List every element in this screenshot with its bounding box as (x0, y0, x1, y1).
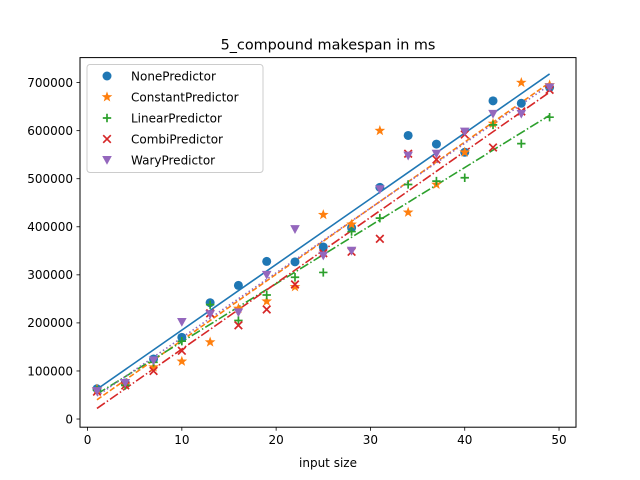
point-linearpredictor (432, 176, 441, 186)
point-warypredictor (92, 387, 102, 396)
point-nonepredictor (431, 139, 441, 149)
point-warypredictor (120, 378, 131, 388)
point-constantpredictor (176, 355, 188, 366)
point-constantpredictor (289, 281, 301, 292)
point-combipredictor (375, 234, 385, 244)
legend-marker-warypredictor (102, 156, 112, 165)
point-constantpredictor (148, 361, 159, 372)
point-linearpredictor (205, 300, 215, 309)
point-warypredictor (346, 246, 357, 256)
point-constantpredictor (346, 218, 357, 229)
y-tick-label: 400000 (27, 220, 73, 234)
x-tick-label: 20 (268, 433, 283, 447)
point-nonepredictor (290, 257, 300, 267)
point-combipredictor (234, 320, 243, 330)
point-nonepredictor (262, 256, 272, 266)
legend-label: ConstantPredictor (131, 90, 239, 104)
legend: NonePredictor ConstantPredictor LinearPred… (86, 64, 264, 173)
point-warypredictor (148, 356, 159, 366)
point-combipredictor (432, 155, 441, 164)
legend-label: LinearPredictor (131, 111, 222, 125)
fit-line-linearpredictor (96, 114, 551, 395)
point-warypredictor (544, 83, 555, 93)
legend-label: NonePredictor (131, 69, 216, 83)
point-combipredictor (149, 366, 158, 376)
point-combipredictor (177, 346, 187, 356)
y-tick-label: 100000 (27, 364, 73, 378)
point-nonepredictor (403, 130, 413, 140)
point-constantpredictor (459, 146, 471, 157)
point-nonepredictor (516, 98, 526, 108)
point-constantpredictor (515, 76, 527, 88)
point-linearpredictor (234, 316, 243, 325)
point-linearpredictor (460, 173, 469, 182)
point-linearpredictor (403, 180, 413, 189)
point-warypredictor (318, 251, 329, 261)
x-tick-label: 40 (457, 433, 472, 447)
point-constantpredictor (317, 209, 329, 220)
point-combipredictor (262, 305, 272, 314)
point-warypredictor (516, 109, 527, 119)
point-nonepredictor (318, 242, 328, 252)
legend-marker-combipredictor (102, 134, 112, 144)
x-tick-label: 10 (174, 433, 189, 447)
point-combipredictor (488, 143, 498, 152)
point-warypredictor (233, 308, 244, 318)
x-tick-label: 30 (363, 433, 378, 447)
data-points (91, 76, 555, 397)
point-linearpredictor (347, 227, 356, 236)
y-tick-label: 0 (65, 412, 73, 426)
legend-marker-linearpredictor (102, 113, 112, 123)
legend-label: WaryPredictor (131, 153, 215, 167)
x-tick-label: 50 (551, 433, 566, 447)
point-linearpredictor (375, 213, 385, 223)
point-warypredictor (403, 151, 413, 161)
point-warypredictor (205, 310, 215, 320)
y-tick-label: 500000 (27, 172, 73, 186)
y-tick-label: 200000 (27, 316, 73, 330)
legend-box (86, 64, 264, 173)
point-constantpredictor (233, 302, 244, 314)
y-axis-ticks: 0 100000 200000 300000 400000 500000 600000 700… (27, 76, 80, 426)
legend-marker-nonepredictor (102, 71, 112, 81)
y-tick-label: 600000 (27, 124, 73, 138)
point-linearpredictor (517, 139, 526, 148)
point-constantpredictor (261, 295, 273, 306)
point-warypredictor (488, 109, 498, 119)
y-tick-label: 300000 (27, 268, 73, 282)
point-nonepredictor (488, 96, 498, 106)
point-linearpredictor (177, 336, 187, 346)
point-warypredictor (290, 225, 300, 234)
point-nonepredictor (233, 280, 243, 290)
point-linearpredictor (488, 120, 498, 130)
x-axis-label: input size (299, 456, 357, 470)
chart-title: 5_compound makespan in ms (221, 38, 436, 54)
point-warypredictor (177, 317, 187, 327)
fit-line-nonepredictor (96, 73, 551, 390)
plot-frame (79, 57, 577, 428)
point-warypredictor (375, 185, 385, 195)
y-tick-label: 700000 (27, 76, 73, 90)
point-linearpredictor (290, 273, 300, 282)
point-warypredictor (459, 127, 470, 137)
legend-marker-constantpredictor (101, 91, 113, 102)
point-constantpredictor (204, 336, 216, 347)
legend-label: CombiPredictor (131, 132, 223, 146)
point-linearpredictor (262, 290, 271, 300)
point-combipredictor (290, 280, 300, 289)
point-constantpredictor (374, 125, 386, 136)
point-warypredictor (431, 149, 442, 159)
point-warypredictor (261, 270, 272, 280)
x-axis-ticks: 0 10 20 30 40 50 (84, 427, 567, 447)
point-constantpredictor (402, 206, 414, 217)
x-tick-label: 0 (84, 433, 92, 447)
point-linearpredictor (545, 112, 554, 122)
point-linearpredictor (319, 268, 328, 277)
